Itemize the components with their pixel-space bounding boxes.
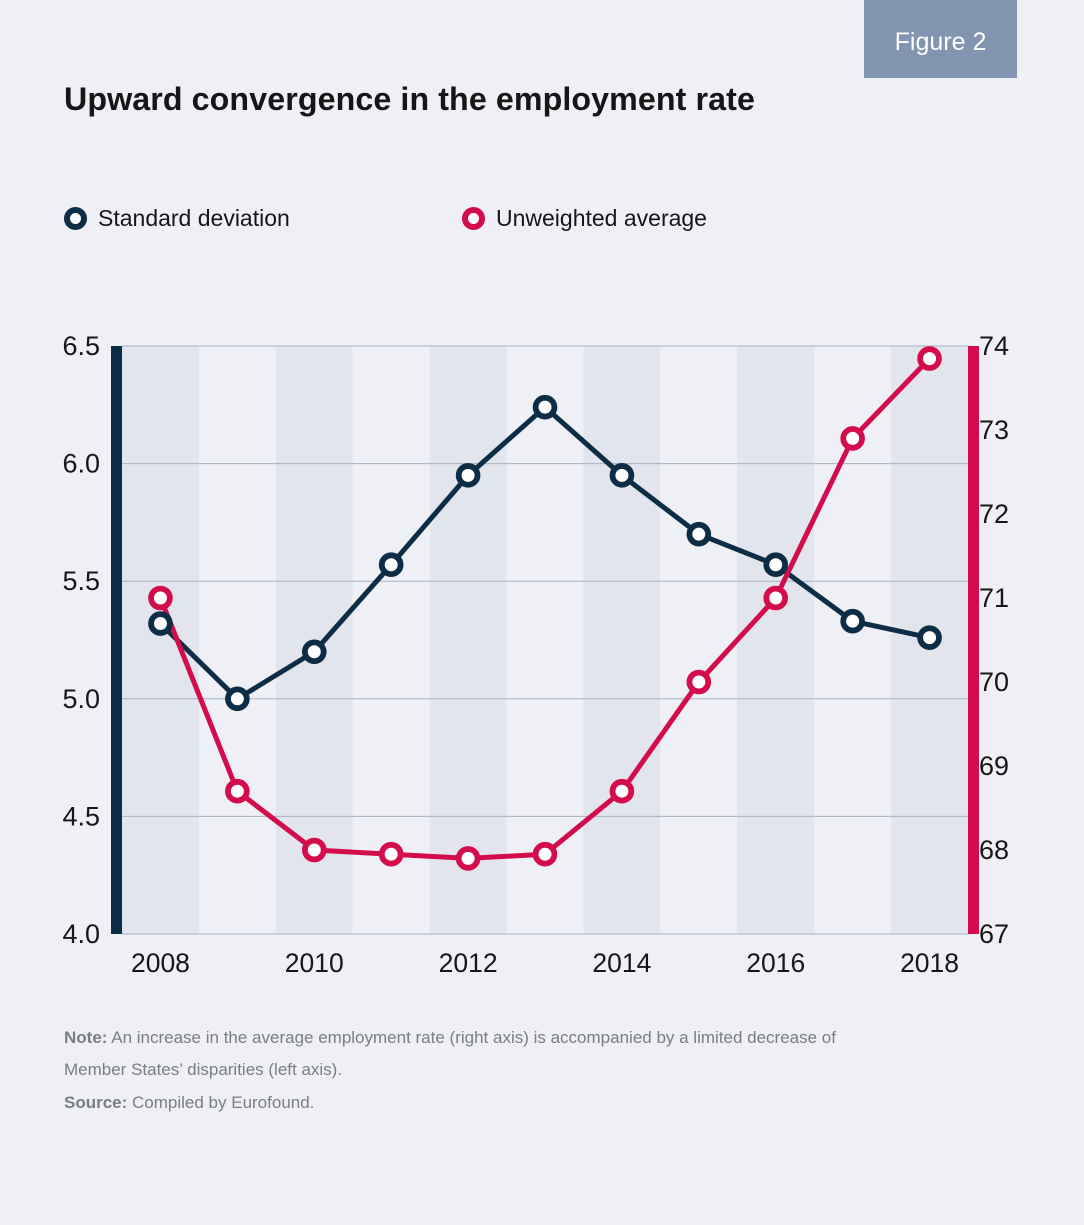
svg-text:74: 74 bbox=[979, 331, 1009, 361]
svg-text:2012: 2012 bbox=[439, 948, 498, 978]
svg-text:67: 67 bbox=[979, 919, 1009, 949]
svg-text:70: 70 bbox=[979, 667, 1009, 697]
svg-text:2008: 2008 bbox=[131, 948, 190, 978]
svg-text:2018: 2018 bbox=[900, 948, 959, 978]
svg-text:71: 71 bbox=[979, 583, 1009, 613]
svg-text:6.0: 6.0 bbox=[62, 449, 100, 479]
svg-text:73: 73 bbox=[979, 415, 1009, 445]
svg-text:2014: 2014 bbox=[592, 948, 651, 978]
svg-text:5.0: 5.0 bbox=[62, 684, 100, 714]
svg-text:2010: 2010 bbox=[285, 948, 344, 978]
svg-text:6.5: 6.5 bbox=[62, 331, 100, 361]
svg-text:68: 68 bbox=[979, 835, 1009, 865]
svg-text:2016: 2016 bbox=[746, 948, 805, 978]
svg-text:69: 69 bbox=[979, 751, 1009, 781]
svg-text:72: 72 bbox=[979, 499, 1009, 529]
svg-text:5.5: 5.5 bbox=[62, 566, 100, 596]
svg-text:4.0: 4.0 bbox=[62, 919, 100, 949]
svg-text:4.5: 4.5 bbox=[62, 801, 100, 831]
